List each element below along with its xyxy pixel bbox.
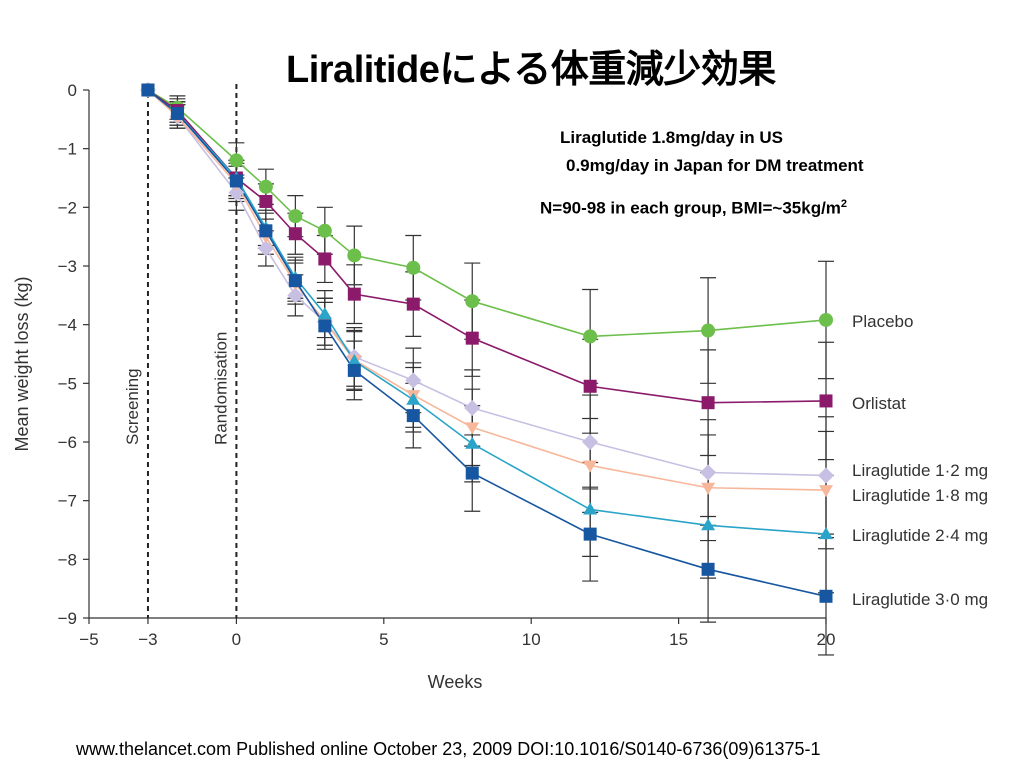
y-tick-label: −2: [58, 198, 77, 217]
data-point: [465, 331, 479, 345]
chart-title: Liralitideによる体重減少効果: [286, 49, 776, 91]
data-point: [406, 409, 420, 423]
chart-axes: 0−1−2−3−4−5−6−7−8−9−5 −3 0 5 10 15 20WeeksMean…: [12, 81, 835, 692]
data-point: [465, 436, 480, 449]
y-axis-label: Mean weight loss (kg): [12, 276, 32, 451]
data-point: [465, 466, 479, 480]
data-point: [700, 464, 717, 481]
data-point: [583, 502, 598, 515]
data-point: [701, 323, 716, 338]
reference-lines: Screening Randomisation: [123, 84, 238, 618]
data-point: [583, 527, 597, 541]
reference-line-label: Randomisation: [211, 332, 230, 445]
data-point: [582, 434, 599, 450]
data-point: [347, 354, 362, 367]
group-note: N=90-98 in each group, BMI=~35kg/m2: [540, 198, 847, 219]
data-point: [818, 467, 834, 484]
data-point: [583, 379, 597, 393]
data-point: [583, 329, 598, 344]
data-point: [257, 240, 274, 257]
data-point: [464, 399, 481, 416]
error-bars: [169, 95, 834, 656]
data-point: [170, 106, 184, 120]
data-point: [288, 209, 303, 224]
data-point: [229, 174, 243, 188]
x-tick-label: −3: [138, 630, 157, 649]
y-tick-label: −6: [58, 433, 77, 452]
y-tick-label: −1: [58, 140, 77, 159]
y-tick-label: −5: [58, 374, 77, 393]
dose-note-line-1: Liraglutide 1.8mg/day in US: [560, 128, 783, 147]
series-label: Liraglutide 1·2 mg: [852, 461, 988, 480]
data-point: [819, 589, 833, 603]
data-point: [259, 224, 273, 238]
data-point: [701, 518, 716, 531]
series-lines: [147, 89, 827, 598]
data-point: [259, 194, 273, 208]
data-point: [288, 274, 302, 288]
x-tick-label: 15: [669, 630, 688, 649]
data-point: [317, 223, 332, 238]
data-point: [288, 227, 302, 241]
data-point: [405, 372, 422, 389]
data-point: [228, 184, 245, 201]
dose-note-line-2: 0.9mg/day in Japan for DM treatment: [566, 156, 864, 175]
data-point: [347, 287, 361, 301]
y-tick-label: −4: [58, 316, 77, 335]
y-tick-label: −8: [58, 550, 77, 569]
data-point: [318, 252, 332, 266]
data-point: [701, 482, 716, 495]
data-point: [819, 312, 833, 327]
data-point: [701, 396, 715, 410]
series-line: [147, 89, 827, 535]
x-tick-label: 0: [232, 630, 241, 649]
series-line: [147, 89, 827, 338]
series-label: Liraglutide 3·0 mg: [852, 590, 988, 609]
data-point: [229, 153, 244, 168]
series-line: [147, 89, 827, 598]
data-point: [465, 294, 480, 309]
y-tick-label: −3: [58, 257, 77, 276]
y-tick-label: 0: [68, 81, 77, 100]
reference-line-label: Screening: [123, 368, 142, 445]
data-point: [819, 485, 833, 498]
data-point: [583, 460, 598, 473]
series-label: Orlistat: [852, 394, 906, 413]
data-point: [317, 307, 332, 320]
series-labels: Placebo Orlistat Liraglutide 1·2 mg Liraglu…: [852, 312, 988, 609]
group-note-superscript: 2: [840, 198, 848, 210]
data-point: [406, 260, 421, 275]
x-tick-label: −5: [79, 630, 98, 649]
source-citation: www.thelancet.com Published online Octob…: [76, 739, 821, 759]
data-point: [406, 392, 421, 405]
series-label: Liraglutide 1·8 mg: [852, 486, 988, 505]
series-markers: [139, 82, 834, 603]
data-point: [819, 527, 833, 540]
x-tick-label: 5: [379, 630, 388, 649]
series-line: [147, 89, 827, 477]
data-point: [318, 319, 332, 333]
data-point: [141, 83, 155, 97]
x-axis-label: Weeks: [428, 672, 483, 692]
data-point: [347, 363, 361, 377]
series-line: [147, 89, 827, 404]
x-tick-label: 10: [522, 630, 541, 649]
y-tick-label: −7: [58, 492, 77, 511]
series-label: Placebo: [852, 312, 913, 331]
series-line: [147, 89, 827, 491]
data-point: [465, 422, 480, 435]
series-label: Liraglutide 2·4 mg: [852, 526, 988, 545]
data-point: [406, 297, 420, 311]
data-point: [287, 287, 304, 304]
group-note-text: N=90-98 in each group, BMI=~35kg/m: [540, 198, 841, 218]
data-point: [347, 248, 362, 263]
data-point: [701, 562, 715, 576]
data-point: [819, 394, 833, 408]
data-point: [258, 179, 273, 194]
y-tick-label: −9: [58, 609, 77, 628]
